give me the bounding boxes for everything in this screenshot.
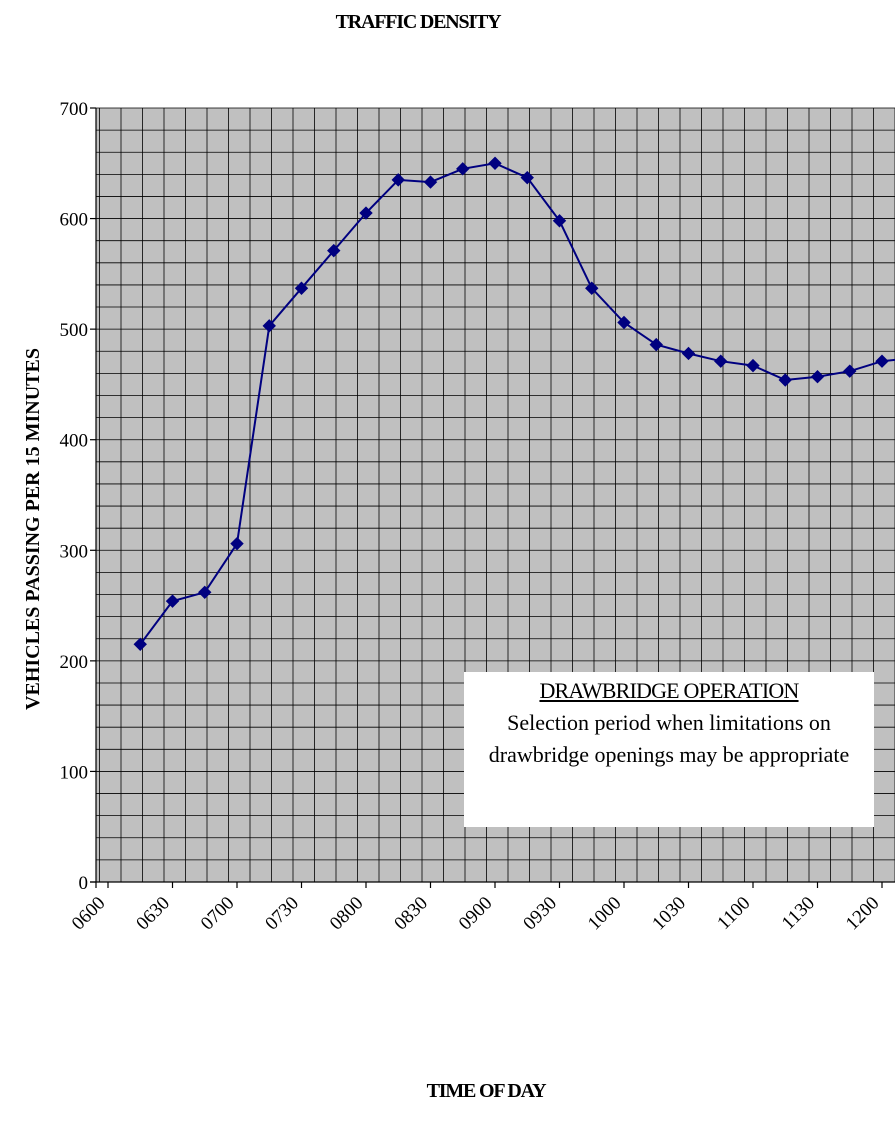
x-tick-label: 0930 xyxy=(519,893,561,935)
x-tick-label: 0800 xyxy=(326,893,368,935)
data-point-marker xyxy=(294,281,309,295)
x-tick-label: 0830 xyxy=(390,893,432,935)
x-tick-label: 1200 xyxy=(842,893,884,935)
y-tick-label: 100 xyxy=(60,762,89,783)
x-tick-label: 0630 xyxy=(132,893,174,935)
y-tick-label: 200 xyxy=(60,652,89,673)
data-point-marker xyxy=(423,175,438,189)
data-point-marker xyxy=(681,346,696,361)
y-tick-label: 500 xyxy=(60,320,89,341)
data-point-marker xyxy=(585,281,599,295)
x-tick-label: 0900 xyxy=(455,893,497,935)
annotation-text: Selection period when limitations on dra… xyxy=(488,710,850,767)
axes xyxy=(90,107,895,888)
data-point-marker xyxy=(262,319,276,333)
x-tick-label: 0700 xyxy=(197,893,239,935)
annotation-title: DRAWBRIDGE OPERATION xyxy=(539,678,799,703)
y-axis-title: VEHICLES PASSING PER 15 MINUTES xyxy=(22,348,44,710)
y-tick-label: 0 xyxy=(79,873,89,894)
x-tick-label: 1100 xyxy=(713,893,754,934)
series-markers xyxy=(133,156,889,651)
data-point-marker xyxy=(198,585,212,600)
data-point-marker xyxy=(327,243,341,258)
x-axis-title: TIME OF DAY xyxy=(427,1080,547,1102)
data-point-marker xyxy=(133,637,147,651)
y-tick-labels: 0 100 200 300 400 500 600 700 xyxy=(60,99,89,894)
x-tick-label: 1000 xyxy=(584,893,626,935)
y-tick-label: 400 xyxy=(60,431,89,452)
data-point-marker xyxy=(875,354,889,368)
data-point-marker xyxy=(552,214,567,228)
data-point-marker xyxy=(714,354,728,368)
data-point-marker xyxy=(810,369,825,384)
data-point-marker xyxy=(165,594,180,608)
annotation-box: DRAWBRIDGE OPERATION Selection period wh… xyxy=(464,672,874,827)
y-tick-label: 700 xyxy=(60,99,89,120)
data-point-marker xyxy=(746,358,760,373)
x-tick-label: 0730 xyxy=(261,893,303,935)
x-tick-label: 1130 xyxy=(778,893,819,934)
data-point-marker xyxy=(488,156,502,170)
y-tick-label: 600 xyxy=(60,210,89,231)
x-tick-labels: 0600 0630 0700 0730 0800 0830 0900 0930 1000 1030… xyxy=(68,893,884,935)
data-point-marker xyxy=(359,206,373,220)
data-point-marker xyxy=(843,364,857,378)
x-tick-label: 1030 xyxy=(648,893,690,935)
data-point-marker xyxy=(520,170,534,185)
data-point-marker xyxy=(456,162,470,176)
data-point-marker xyxy=(230,536,244,551)
data-point-marker xyxy=(778,373,792,387)
y-tick-label: 300 xyxy=(60,541,89,562)
data-point-marker xyxy=(649,337,663,352)
chart-title: TRAFFIC DENSITY xyxy=(336,11,503,33)
x-tick-label: 0600 xyxy=(68,893,110,935)
data-point-marker xyxy=(391,173,405,187)
data-point-marker xyxy=(617,315,631,330)
